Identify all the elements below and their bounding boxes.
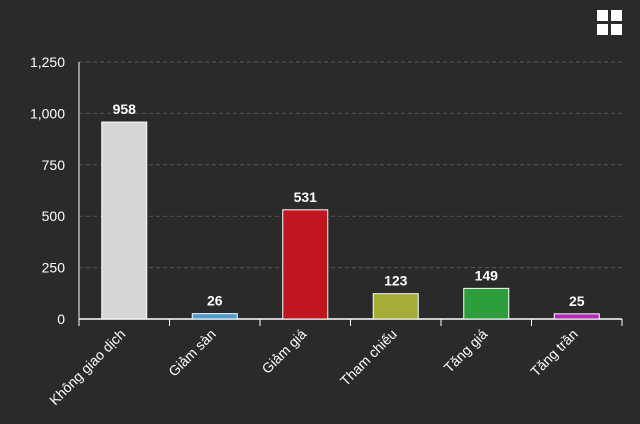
y-tick-label: 0 — [57, 311, 65, 327]
data-label: 149 — [475, 267, 499, 283]
bar — [372, 293, 419, 320]
category-label: Tăng giá — [441, 326, 491, 376]
bar — [553, 313, 600, 320]
data-label: 958 — [113, 101, 137, 117]
bar — [282, 209, 329, 320]
data-label: 26 — [207, 293, 223, 309]
grid-menu-icon[interactable] — [597, 10, 623, 36]
category-label: Giảm sàn — [165, 326, 219, 380]
y-tick-label: 1,000 — [30, 105, 65, 121]
bar — [463, 287, 510, 320]
y-tick-label: 500 — [42, 208, 66, 224]
category-label: Không giao dịch — [46, 326, 128, 408]
y-tick-label: 750 — [42, 157, 66, 173]
data-label: 123 — [384, 273, 408, 289]
y-tick-label: 1,250 — [30, 54, 65, 70]
y-tick-label: 250 — [42, 260, 66, 276]
data-label: 531 — [294, 189, 318, 205]
category-label: Giảm giá — [258, 326, 309, 377]
bar — [101, 121, 148, 320]
category-label: Tham chiếu — [337, 326, 400, 389]
data-label: 25 — [569, 293, 585, 309]
category-label: Tăng trần — [527, 326, 581, 380]
bar — [191, 313, 238, 320]
